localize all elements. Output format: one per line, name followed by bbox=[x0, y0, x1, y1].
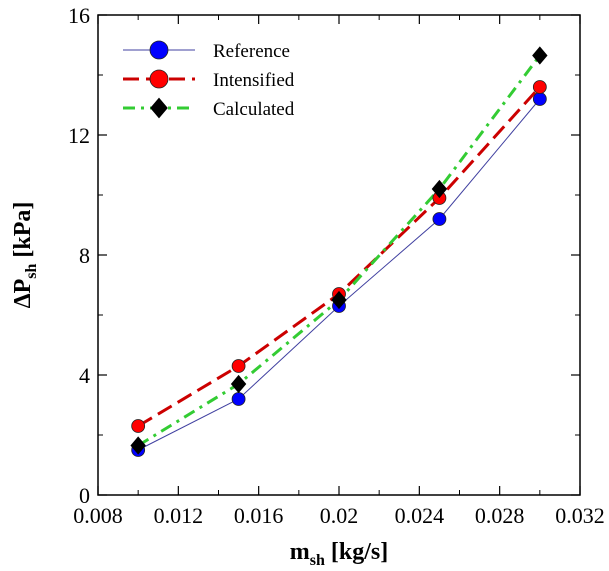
series-line bbox=[137, 54, 542, 447]
x-tick-label: 0.016 bbox=[234, 503, 284, 528]
data-point bbox=[532, 92, 547, 106]
x-axis-title: msh [kg/s] bbox=[290, 539, 388, 569]
legend-entry-intensified: Intensified bbox=[123, 69, 295, 91]
y-tick-label: 12 bbox=[68, 123, 90, 148]
series-layer bbox=[130, 46, 548, 457]
x-tick-label: 0.028 bbox=[475, 503, 525, 528]
x-tick-label: 0.024 bbox=[395, 503, 445, 528]
legend-marker bbox=[149, 40, 169, 60]
x-axis-title-unit: [kg/s] bbox=[325, 539, 388, 565]
x-axis-title-main: m bbox=[290, 539, 310, 565]
data-point bbox=[231, 359, 246, 373]
series-markers-calculated bbox=[130, 46, 548, 455]
y-axis-title: ΔPsh [kPa] bbox=[10, 202, 40, 309]
legend-marker bbox=[149, 69, 169, 89]
y-tick-label: 16 bbox=[68, 3, 90, 28]
x-tick-label: 0.02 bbox=[320, 503, 359, 528]
legend-label: Intensified bbox=[213, 70, 295, 91]
data-point bbox=[532, 46, 548, 65]
data-point bbox=[230, 374, 247, 394]
y-tick-label: 0 bbox=[79, 483, 90, 508]
legend-label: Reference bbox=[213, 41, 290, 62]
data-point bbox=[130, 436, 146, 455]
series-calculated bbox=[137, 54, 542, 447]
data-point bbox=[432, 212, 447, 226]
data-point bbox=[431, 179, 448, 199]
y-axis-title-unit: [kPa] bbox=[10, 202, 36, 264]
y-tick-label: 4 bbox=[79, 363, 90, 388]
data-point bbox=[231, 392, 246, 406]
series-markers-intensified bbox=[131, 80, 547, 433]
y-axis-title-sub: sh bbox=[23, 263, 40, 278]
x-tick-label: 0.032 bbox=[555, 503, 605, 528]
axis-ticks bbox=[97, 14, 581, 496]
x-tick-label: 0.012 bbox=[154, 503, 204, 528]
x-tick-label: 0.008 bbox=[73, 503, 123, 528]
tick-labels: 0.008 0.012 0.016 0.02 0.024 0.028 0.032 0 4 8 12 1… bbox=[68, 3, 605, 528]
data-point bbox=[131, 419, 146, 433]
legend-label: Calculated bbox=[213, 99, 295, 120]
data-point bbox=[331, 290, 347, 310]
legend-entry-calculated: Calculated bbox=[123, 97, 295, 120]
legend-marker bbox=[150, 97, 168, 119]
y-axis-title-main: ΔP bbox=[10, 279, 36, 309]
legend: Reference Intensified Calculated bbox=[123, 40, 295, 120]
plot-frame bbox=[97, 14, 581, 496]
y-tick-label: 8 bbox=[79, 243, 90, 268]
x-axis-title-sub: sh bbox=[310, 552, 325, 569]
data-point bbox=[532, 80, 547, 94]
legend-entry-reference: Reference bbox=[123, 40, 290, 62]
